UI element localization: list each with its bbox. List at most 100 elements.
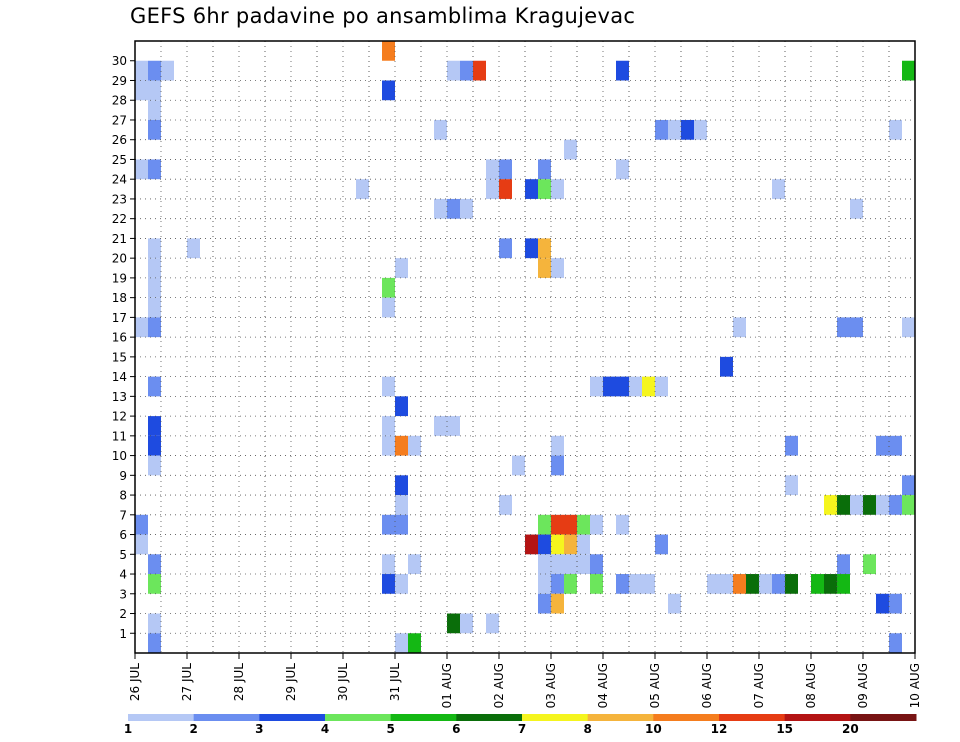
y-tick-label: 22 [112,212,127,226]
heatmap-cell [733,317,746,338]
x-tick-label: 31 JUL [388,663,402,701]
x-tick-label: 08 AUG [804,663,818,708]
heatmap-cell [135,514,148,535]
y-tick-label: 7 [119,508,127,522]
heatmap-cell [824,495,837,515]
heatmap-cell [408,633,421,653]
heatmap-cell [551,593,564,614]
heatmap-cell [889,633,902,653]
heatmap-cell [590,514,603,535]
colorbar: 1 2 3 4 5 6 7 8 10 12 15 20 [124,714,917,736]
y-tick-label: 28 [112,94,127,108]
heatmap-cell [655,376,668,397]
x-tick-label: 06 AUG [700,663,714,708]
heatmap-cell [382,277,395,298]
heatmap-cell [902,60,915,81]
heatmap-cell [655,534,668,555]
heatmap-cell [460,613,473,634]
colorbar-label: 8 [583,722,591,736]
heatmap-cell [551,455,564,476]
x-tick-label: 26 JUL [128,663,142,701]
heatmap-cell [759,574,772,594]
y-tick-label: 25 [112,153,127,167]
heatmap-cell [720,356,733,377]
heatmap-cell [785,574,798,594]
y-tick-label: 2 [119,607,127,621]
colorbar-swatch [128,714,195,721]
heatmap-cell [460,60,473,81]
y-tick-label: 19 [112,271,127,285]
heatmap-cell [447,416,460,436]
heatmap-cell [460,198,473,219]
heatmap-cell [148,317,161,338]
y-tick-label: 30 [112,54,127,68]
heatmap-cell [499,159,512,180]
colorbar-label: 3 [255,722,263,736]
heatmap-cells [135,41,915,653]
heatmap-cell [551,554,564,575]
y-tick-label: 4 [119,568,127,582]
heatmap-cell [408,554,421,575]
heatmap-cell [486,179,499,199]
heatmap-cell [616,514,629,535]
heatmap-cell [135,534,148,555]
y-tick-label: 29 [112,74,127,88]
heatmap-cell [135,60,148,81]
heatmap-cell [889,435,902,456]
heatmap-cell [486,613,499,634]
heatmap-cell [564,574,577,594]
heatmap-cell [551,179,564,199]
heatmap-cell [824,574,837,594]
heatmap-cell [538,258,551,278]
y-tick-label: 17 [112,311,127,325]
heatmap-cell [616,574,629,594]
heatmap-cell [616,60,629,81]
x-tick-label: 01 AUG [440,663,454,708]
heatmap-cell [590,574,603,594]
grid-lines [135,41,915,654]
heatmap-cell [538,514,551,535]
y-tick-label: 9 [119,469,127,483]
heatmap-cell [148,416,161,436]
heatmap-cell [850,317,863,338]
plot-frame [134,40,916,654]
y-tick-label: 10 [112,449,127,463]
heatmap-cell [733,574,746,594]
heatmap-cell [668,593,681,614]
y-tick-label: 14 [112,370,127,384]
heatmap-cell [564,534,577,555]
y-tick-label: 13 [112,390,127,404]
y-tick-label: 15 [112,350,127,364]
heatmap-cell [876,593,889,614]
heatmap-cell [538,238,551,259]
x-tick-label: 05 AUG [648,663,662,708]
heatmap-cell [135,317,148,338]
heatmap-cell [148,238,161,259]
y-tick-label: 5 [119,548,127,562]
heatmap-cell [837,495,850,515]
heatmap-cell [707,574,720,594]
heatmap-cell [538,534,551,555]
heatmap-cell [499,238,512,259]
heatmap-cell [382,574,395,594]
heatmap-cell [525,238,538,259]
heatmap-cell [395,258,408,278]
heatmap-cell [837,554,850,575]
heatmap-cell [538,574,551,594]
heatmap-cell [616,159,629,180]
colorbar-swatch [719,714,786,721]
heatmap-cell [577,514,590,535]
heatmap-cell [850,495,863,515]
x-tick-label: 28 JUL [232,663,246,701]
colorbar-label: 12 [711,722,728,736]
heatmap-cell [395,495,408,515]
heatmap-cell [876,435,889,456]
heatmap-cell [785,435,798,456]
colorbar-swatch [390,714,457,721]
colorbar-label: 5 [386,722,394,736]
heatmap-cell [395,396,408,417]
colorbar-swatch [193,714,260,721]
colorbar-swatch [653,714,720,721]
colorbar-label: 1 [124,722,132,736]
heatmap-cell [564,554,577,575]
